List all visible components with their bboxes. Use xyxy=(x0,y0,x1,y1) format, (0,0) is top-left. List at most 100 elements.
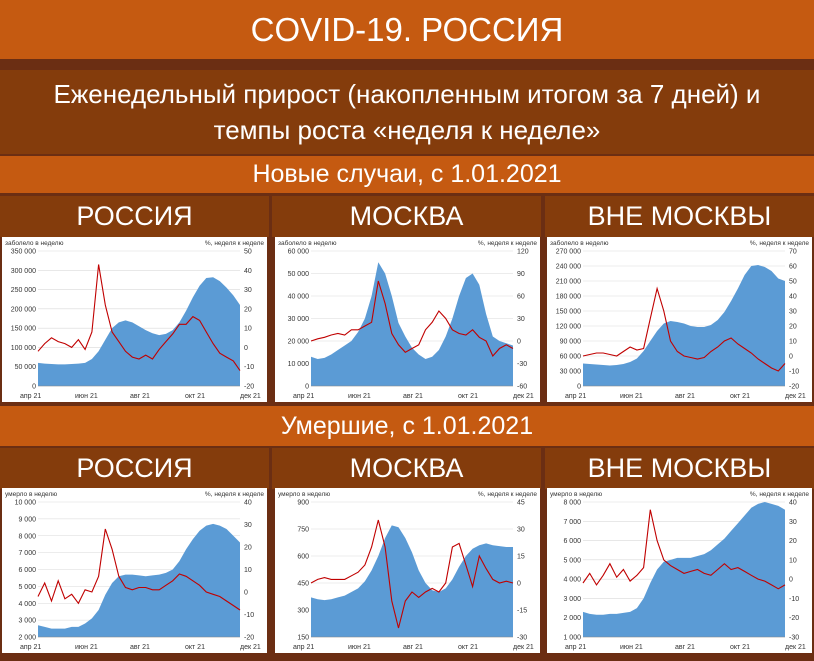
x-tick-label: окт 21 xyxy=(185,644,205,651)
y-right-tick-label: -15 xyxy=(517,608,527,615)
x-tick-label: авг 21 xyxy=(403,393,423,400)
y-right-tick-label: 120 xyxy=(517,249,529,256)
x-tick-label: окт 21 xyxy=(730,393,750,400)
y-left-tick-label: 210 000 xyxy=(556,279,581,286)
y-left-tick-label: 30 000 xyxy=(288,316,310,323)
y-right-tick-label: 60 xyxy=(517,294,525,301)
column-title-moscow-deaths: МОСКВА xyxy=(272,448,541,489)
right-axis-caption: %, неделя к неделе xyxy=(750,240,809,247)
x-tick-label: июн 21 xyxy=(348,644,371,651)
x-tick-label: авг 21 xyxy=(130,393,150,400)
y-right-tick-label: 10 xyxy=(244,326,252,333)
x-tick-label: авг 21 xyxy=(130,644,150,651)
y-left-tick-label: 20 000 xyxy=(288,339,310,346)
y-left-tick-label: 120 000 xyxy=(556,324,581,331)
y-right-tick-label: 40 xyxy=(244,268,252,275)
y-right-tick-label: 30 xyxy=(244,522,252,529)
y-right-tick-label: 30 xyxy=(244,287,252,294)
left-axis-caption: заболело в неделю xyxy=(550,239,609,247)
y-right-tick-label: 60 xyxy=(789,264,797,271)
y-left-tick-label: 300 000 xyxy=(11,268,36,275)
y-right-tick-label: 0 xyxy=(789,577,793,584)
x-tick-label: дек 21 xyxy=(785,644,806,651)
x-tick-label: дек 21 xyxy=(513,393,534,400)
y-left-tick-label: 0 xyxy=(577,384,581,391)
y-left-tick-label: 3 000 xyxy=(563,596,581,603)
x-tick-label: июн 21 xyxy=(348,393,371,400)
column-title-moscow: МОСКВА xyxy=(272,196,541,237)
y-right-tick-label: 20 xyxy=(789,538,797,545)
y-left-tick-label: 4 000 xyxy=(563,577,581,584)
y-right-tick-label: 0 xyxy=(244,345,248,352)
y-right-tick-label: 40 xyxy=(789,500,797,507)
x-tick-label: июн 21 xyxy=(75,644,98,651)
chart-deaths-outside-moscow: умерло в неделю %, неделя к неделе 1 000 2 … xyxy=(547,488,812,653)
y-right-tick-label: 45 xyxy=(517,500,525,507)
y-left-tick-label: 90 000 xyxy=(560,339,582,346)
y-left-tick-label: 450 xyxy=(297,581,309,588)
x-tick-label: авг 21 xyxy=(675,644,695,651)
y-left-tick-label: 60 000 xyxy=(288,249,310,256)
y-left-tick-label: 6 000 xyxy=(18,567,36,574)
y-right-tick-label: -20 xyxy=(244,635,254,642)
y-left-tick-label: 4 000 xyxy=(18,601,36,608)
area-series xyxy=(583,502,785,637)
area-series xyxy=(38,523,240,637)
y-right-tick-label: 30 xyxy=(789,309,797,316)
y-left-tick-label: 8 000 xyxy=(563,500,581,507)
y-right-tick-label: -10 xyxy=(789,596,799,603)
y-left-tick-label: 240 000 xyxy=(556,264,581,271)
x-tick-label: июн 21 xyxy=(620,393,643,400)
x-tick-label: авг 21 xyxy=(675,393,695,400)
area-series xyxy=(583,265,785,386)
x-tick-label: апр 21 xyxy=(293,393,314,400)
x-tick-label: дек 21 xyxy=(240,393,261,400)
x-tick-label: апр 21 xyxy=(565,644,586,651)
x-tick-label: апр 21 xyxy=(20,393,41,400)
y-right-tick-label: 30 xyxy=(517,527,525,534)
x-tick-label: апр 21 xyxy=(293,644,314,651)
y-left-tick-label: 10 000 xyxy=(15,500,37,507)
y-right-tick-label: 30 xyxy=(517,316,525,323)
y-right-tick-label: 0 xyxy=(789,354,793,361)
y-right-tick-label: 20 xyxy=(244,306,252,313)
y-left-tick-label: 7 000 xyxy=(563,519,581,526)
x-tick-label: дек 21 xyxy=(240,644,261,651)
y-left-tick-label: 150 000 xyxy=(556,309,581,316)
column-title-outside-moscow-deaths: ВНЕ МОСКВЫ xyxy=(545,448,814,489)
x-tick-label: окт 21 xyxy=(730,644,750,651)
x-tick-label: июн 21 xyxy=(620,644,643,651)
x-tick-label: окт 21 xyxy=(458,644,478,651)
y-left-tick-label: 9 000 xyxy=(18,516,36,523)
right-axis-caption: %, неделя к неделе xyxy=(478,491,537,498)
area-series xyxy=(311,262,513,386)
right-axis-caption: %, неделя к неделе xyxy=(205,491,264,498)
x-tick-label: авг 21 xyxy=(403,644,423,651)
right-axis-caption: %, неделя к неделе xyxy=(478,240,537,247)
chart-deaths-moscow: умерло в неделю%, неделя к неделе 150 300 4… xyxy=(275,488,540,653)
left-axis-caption: умерло в неделю xyxy=(550,491,602,498)
y-left-tick-label: 750 xyxy=(297,527,309,534)
y-right-tick-label: 40 xyxy=(789,294,797,301)
y-right-tick-label: -10 xyxy=(244,364,254,371)
y-right-tick-label: -30 xyxy=(789,635,799,642)
y-right-tick-label: 90 xyxy=(517,271,525,278)
y-right-tick-label: 30 xyxy=(789,519,797,526)
y-right-tick-label: 10 xyxy=(789,339,797,346)
column-title-russia: РОССИЯ xyxy=(0,196,269,237)
y-right-tick-label: -20 xyxy=(244,384,254,391)
y-right-tick-label: -10 xyxy=(789,369,799,376)
y-left-tick-label: 3 000 xyxy=(18,618,36,625)
y-left-tick-label: 40 000 xyxy=(288,294,310,301)
x-tick-label: апр 21 xyxy=(20,644,41,651)
y-left-tick-label: 60 000 xyxy=(560,354,582,361)
y-left-tick-label: 150 000 xyxy=(11,326,36,333)
y-right-tick-label: 10 xyxy=(789,557,797,564)
y-left-tick-label: 6 000 xyxy=(563,538,581,545)
page-subtitle: Еженедельный прирост (накопленным итогом… xyxy=(0,70,814,154)
chart-cases-moscow: заболело в неделю %, неделя к неделе 0 10 0… xyxy=(275,237,540,402)
y-left-tick-label: 100 000 xyxy=(11,345,36,352)
page-title: COVID-19. РОССИЯ xyxy=(0,0,814,59)
y-right-tick-label: 70 xyxy=(789,249,797,256)
y-right-tick-label: -20 xyxy=(789,384,799,391)
